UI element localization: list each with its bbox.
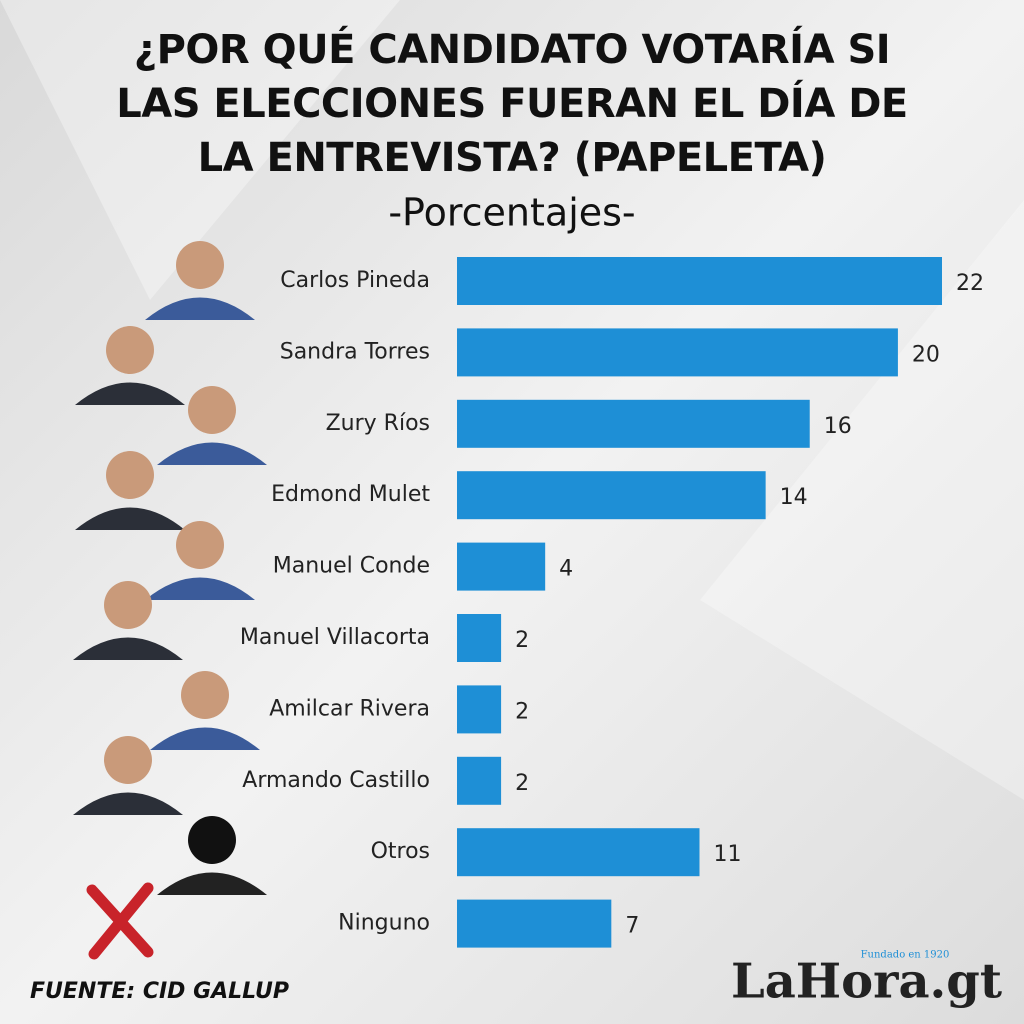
bar <box>457 328 898 377</box>
portrait-head <box>188 816 236 864</box>
logo: LaHora.gt <box>731 954 1002 1010</box>
category-label: Manuel Villacorta <box>240 625 430 650</box>
value-label: 4 <box>559 557 573 582</box>
portrait <box>150 671 260 750</box>
value-label: 20 <box>912 342 940 367</box>
bar <box>457 828 700 877</box>
portrait <box>75 326 185 405</box>
category-label: Sandra Torres <box>280 339 430 364</box>
portrait-head <box>176 241 224 289</box>
source: FUENTE: CID GALLUP <box>30 979 289 1004</box>
portrait-body <box>145 577 255 600</box>
chart-subtitle: -Porcentajes- <box>388 191 635 235</box>
portrait-body <box>73 637 183 660</box>
value-label: 11 <box>714 842 742 867</box>
portrait-head <box>188 386 236 434</box>
bar <box>457 471 766 520</box>
value-label: 2 <box>515 628 529 653</box>
bar <box>457 614 502 662</box>
portrait-body <box>75 507 185 530</box>
portrait-head <box>176 521 224 569</box>
chart-title: ¿POR QUÉ CANDIDATO VOTARÍA SI <box>134 25 890 73</box>
red-x <box>86 882 154 960</box>
value-label: 14 <box>780 485 808 510</box>
bar <box>457 685 502 734</box>
logo-tagline: Fundado en 1920 <box>861 950 950 961</box>
category-label: Zury Ríos <box>326 411 430 436</box>
portrait-body <box>150 727 260 750</box>
portrait <box>157 386 267 465</box>
portrait-head <box>106 326 154 374</box>
bar <box>457 542 546 591</box>
bg-facet <box>700 200 1024 800</box>
category-label: Armando Castillo <box>242 768 430 793</box>
portrait <box>75 451 185 530</box>
portrait-body <box>75 382 185 405</box>
portrait <box>73 736 183 815</box>
portrait <box>157 816 267 895</box>
portrait-body <box>157 872 267 895</box>
portrait-head <box>181 671 229 719</box>
category-label: Amilcar Rivera <box>269 696 430 721</box>
chart-title: LAS ELECCIONES FUERAN EL DÍA DE <box>116 79 907 127</box>
portrait <box>145 241 255 320</box>
bar <box>457 257 942 305</box>
portrait <box>145 521 255 600</box>
portrait-body <box>73 792 183 815</box>
value-label: 2 <box>515 699 529 724</box>
value-label: 16 <box>824 414 852 439</box>
portrait <box>73 581 183 660</box>
bar <box>457 399 810 448</box>
category-label: Carlos Pineda <box>280 268 430 293</box>
portrait-head <box>106 451 154 499</box>
bg-facet <box>0 0 400 300</box>
value-label: 22 <box>956 271 984 296</box>
category-label: Manuel Conde <box>273 554 430 579</box>
portrait-head <box>104 736 152 784</box>
portrait-body <box>145 297 255 320</box>
category-label: Ninguno <box>338 911 430 936</box>
portrait-body <box>157 442 267 465</box>
chart-title: LA ENTREVISTA? (PAPELETA) <box>198 135 827 181</box>
category-label: Otros <box>371 839 430 864</box>
category-label: Edmond Mulet <box>271 482 430 507</box>
value-label: 2 <box>515 771 529 796</box>
bar <box>457 899 612 948</box>
portrait-head <box>104 581 152 629</box>
value-label: 7 <box>625 914 639 939</box>
bar <box>457 756 502 805</box>
